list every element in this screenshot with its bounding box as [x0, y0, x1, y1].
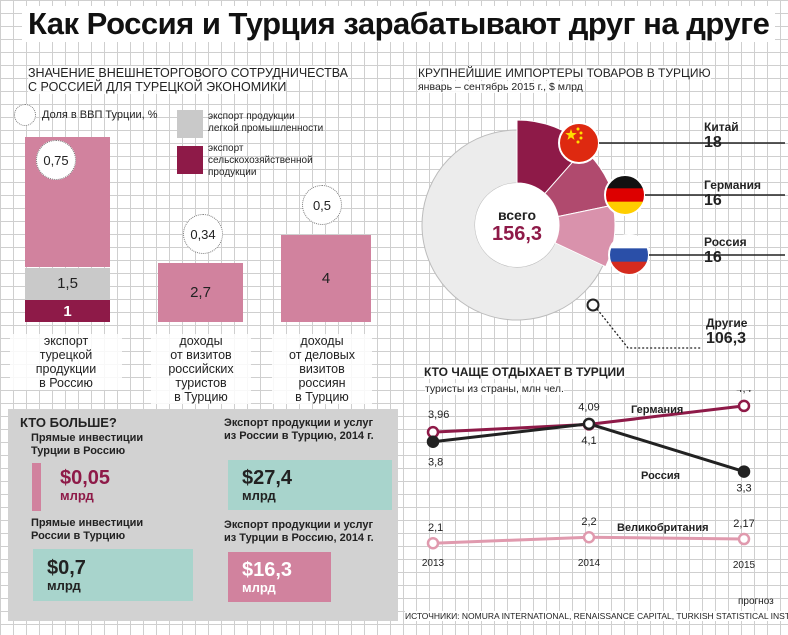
light-industry-legend-swatch [177, 110, 203, 138]
data-label: 4,09 [578, 401, 599, 413]
gdp-share-legend-icon [14, 104, 36, 126]
agriculture-legend-swatch [177, 146, 203, 174]
comparison-bar-small [32, 463, 41, 511]
comparison-title: КТО БОЛЬШЕ? [20, 415, 117, 430]
bar-category-label: доходы от визитов российских туристов в Турц… [151, 334, 251, 404]
comparison-label: Экспорт продукции и услуг [224, 519, 374, 531]
comparison-label: Прямые инвестиции [31, 432, 144, 444]
comparison-value-box: $0,05 млрд [46, 460, 146, 510]
importer-name: Россия [704, 235, 747, 249]
comparison-label: России в Турцию [31, 530, 126, 542]
data-label: 3,3 [736, 483, 751, 495]
bar-main-segment: 4 [281, 234, 371, 322]
series-point [737, 532, 751, 546]
source-note: ИСТОЧНИКИ: NOMURA INTERNATIONAL, RENAISS… [405, 611, 788, 621]
comparison-label: из Турции в Россию, 2014 г. [224, 532, 374, 544]
china-flag-icon [559, 123, 599, 163]
agriculture-legend-label-2: сельскохозяйственной [208, 155, 313, 166]
others-marker [586, 298, 600, 312]
agriculture-legend-label-1: экспорт [208, 143, 244, 154]
comparison-amount: $27,4 [242, 467, 293, 489]
gdp-share-circle: 0,5 [302, 185, 342, 225]
comparison-unit: млрд [60, 488, 94, 503]
importer-value: 106,3 [706, 330, 747, 347]
comparison-label: Прямые инвестиции [31, 517, 144, 529]
x-tick-label: 2015 [733, 560, 756, 571]
comparison-amount: $0,7 [47, 557, 86, 579]
comparison-unit: млрд [47, 578, 81, 593]
tourism-line-chart: 2013 2014 2015 3,96 4,09 4,4 3,8 4,1 3,3 2,1 2,2 2,… [422, 390, 756, 571]
x-tick-label: 2014 [578, 558, 601, 569]
tourism-title: КТО ЧАЩЕ ОТДЫХАЕТ В ТУРЦИИ [424, 365, 625, 379]
importer-name: Другие [706, 316, 748, 330]
comparison-value-box: $16,3 млрд [228, 552, 331, 602]
pie-center-hole [475, 183, 559, 267]
series-point [582, 530, 596, 544]
light-industry-legend-label-1: экспорт продукции [208, 111, 295, 122]
importer-name: Китай [704, 120, 739, 134]
gdp-share-circle: 0,75 [36, 140, 76, 180]
gdp-share-circle: 0,34 [183, 214, 223, 254]
series-name-label: Германия [631, 404, 683, 416]
pie-slice-others [421, 129, 604, 321]
forecast-note: прогноз [738, 596, 774, 607]
data-label: 4,4 [736, 390, 751, 395]
series-point [426, 536, 440, 550]
comparison-label: Турции в Россию [31, 445, 126, 457]
data-label: 2,2 [581, 516, 596, 528]
series-point [426, 435, 440, 448]
importer-name: Германия [704, 178, 762, 192]
pie-center-caption: всего [497, 207, 537, 223]
series-point [737, 465, 751, 478]
page-title: Как Россия и Турция зарабатывают друг на… [22, 6, 776, 42]
x-tick-label: 2013 [422, 558, 445, 569]
importers-pie-chart [421, 119, 785, 349]
trade-section-title-line1: ЗНАЧЕНИЕ ВНЕШНЕТОРГОВОГО СОТРУДНИЧЕСТВА [28, 66, 348, 80]
data-label: 3,8 [428, 457, 443, 469]
comparison-unit: млрд [242, 580, 276, 595]
series-name-label: Великобритания [617, 522, 709, 534]
data-label: 2,17 [733, 518, 754, 530]
comparison-value-box: $0,7 млрд [33, 549, 193, 601]
comparison-amount: $16,3 [242, 559, 293, 581]
data-label: 2,1 [428, 522, 443, 534]
bar-category-label: экспорт турецкой продукции в Россию [10, 334, 122, 390]
bar-light-industry-segment: 1,5 [25, 267, 110, 301]
comparison-unit: млрд [242, 488, 276, 503]
pie-center-value: 156,3 [491, 223, 543, 245]
agriculture-legend-label-3: продукции [208, 167, 257, 178]
comparison-amount: $0,05 [60, 467, 111, 489]
comparison-label: из России в Турцию, 2014 г. [224, 430, 374, 442]
trade-section-title-line2: С РОССИЕЙ ДЛЯ ТУРЕЦКОЙ ЭКОНОМИКИ [28, 80, 287, 94]
tourism-subtitle: туристы из страны, млн чел. [425, 383, 564, 395]
series-point [737, 399, 751, 413]
others-connector [596, 308, 702, 349]
importer-value: 16 [704, 192, 722, 209]
pie-center-label: всего 156,3 [480, 207, 554, 246]
comparison-value-box: $27,4 млрд [228, 460, 392, 510]
comparison-label: Экспорт продукции и услуг [224, 417, 374, 429]
gdp-share-legend-label: Доля в ВВП Турции, % [42, 109, 158, 121]
series-name-label: Россия [641, 470, 680, 482]
bar-category-label: доходы от деловых визитов россиян в Турцию [272, 334, 372, 404]
light-industry-legend-label-2: легкой промышленности [208, 123, 324, 134]
series-point [582, 417, 596, 431]
importer-value: 16 [704, 249, 722, 266]
importers-title: КРУПНЕЙШИЕ ИМПОРТЕРЫ ТОВАРОВ В ТУРЦИЮ [418, 66, 711, 80]
data-label: 4,1 [581, 435, 596, 447]
data-label: 3,96 [428, 409, 449, 421]
bar-main-segment: 2,7 [158, 263, 243, 322]
importer-value: 18 [704, 134, 722, 151]
importers-subtitle: январь – сентябрь 2015 г., $ млрд [418, 81, 583, 93]
bar-agriculture-segment: 1 [25, 300, 110, 322]
pie-slice [554, 204, 616, 268]
